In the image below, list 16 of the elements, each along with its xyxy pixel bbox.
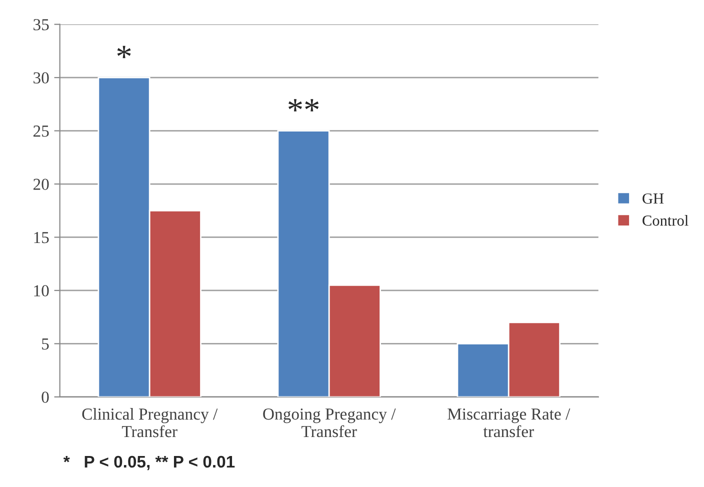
legend-label: GH [642,193,664,204]
y-tick-label: 15 [34,232,49,244]
y-tick-label: 30 [34,72,49,84]
text: * P < 0.05, ** P < 0.01 [63,456,235,470]
annotation: * [117,46,131,58]
legend-label: Control [642,215,688,226]
y-tick-label: 20 [33,178,49,190]
y-tick-label: 10 [34,285,49,296]
x-tick-label: Ongoing Pregancy / Transfer [263,408,396,438]
x-tick-label: Clinical Pregnancy / Transfer [82,408,218,438]
annotation: ** [288,99,319,112]
y-tick-label: 35 [34,19,49,30]
y-tick-label: 5 [42,338,49,350]
y-tick-label: 25 [33,126,49,137]
y-tick-label: 0 [42,392,49,403]
x-tick-label: Miscarriage Rate / transfer [448,408,570,438]
